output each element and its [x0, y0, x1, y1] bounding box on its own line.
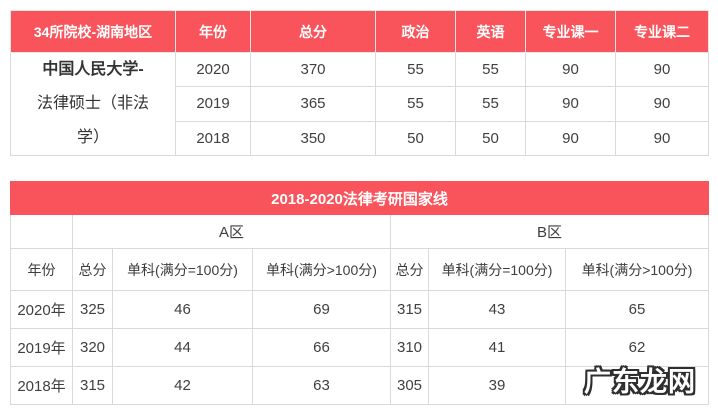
- national-line-table: 2018-2020法律考研国家线 A区 B区 年份 总分 单科(满分=100分)…: [10, 181, 709, 405]
- cell-b-gt: [565, 366, 709, 405]
- cell-year: 2018年: [10, 366, 73, 405]
- national-table-title: 2018-2020法律考研国家线: [10, 181, 709, 215]
- table-row: 中国人民大学- 法律硕士（非法 学） 2020 370 55 55 90 90: [10, 51, 709, 156]
- zone-a-cell: A区: [72, 214, 391, 249]
- cell-a-gt: 63: [252, 366, 391, 405]
- cell-a-eq: 42: [112, 366, 253, 405]
- header-a-total: 总分: [72, 248, 113, 291]
- cell-total: 365: [250, 86, 376, 122]
- cell-english: 50: [455, 120, 526, 157]
- cell-major2: 90: [615, 51, 709, 88]
- cell-b-total: 310: [390, 328, 429, 367]
- table-row: 2018 350 50 50 90 90: [11, 120, 709, 157]
- cell-politics: 50: [375, 120, 456, 157]
- cell-politics: 55: [375, 51, 456, 88]
- site-watermark: 广东龙网: [584, 367, 696, 397]
- header-politics: 政治: [375, 10, 456, 53]
- header-b-single-gt: 单科(满分>100分): [565, 248, 709, 291]
- header-region: 34所院校-湖南地区: [10, 10, 176, 53]
- cell-major2: 90: [615, 86, 709, 122]
- header-b-single-eq: 单科(满分=100分): [428, 248, 566, 291]
- national-table-header-row: 年份 总分 单科(满分=100分) 单科(满分>100分) 总分 单科(满分=1…: [10, 248, 709, 291]
- school-name-cell: 中国人民大学- 法律硕士（非法 学）: [10, 52, 176, 156]
- header-english: 英语: [455, 10, 526, 53]
- school-name-line2: 法律硕士（非法: [36, 95, 149, 112]
- cell-major1: 90: [525, 120, 616, 157]
- school-name-line1: 中国人民大学-: [42, 61, 144, 78]
- table-row: 2020年 325 46 69 315 43 65: [10, 290, 709, 329]
- cell-major2: 90: [615, 120, 709, 157]
- national-table-title-row: 2018-2020法律考研国家线: [10, 181, 709, 215]
- school-table-header-row: 34所院校-湖南地区 年份 总分 政治 英语 专业课一 专业课二: [10, 10, 709, 53]
- cell-b-total: 305: [390, 366, 429, 405]
- cell-year: 2020: [175, 51, 251, 88]
- header-b-total: 总分: [390, 248, 429, 291]
- cell-b-gt: 65: [565, 290, 709, 329]
- cell-b-eq: 39: [428, 366, 566, 405]
- cell-b-eq: 43: [428, 290, 566, 329]
- cell-year: 2019年: [10, 328, 73, 367]
- cell-a-gt: 69: [252, 290, 391, 329]
- header-a-single-eq: 单科(满分=100分): [112, 248, 253, 291]
- cell-year: 2019: [175, 86, 251, 122]
- header-year: 年份: [10, 248, 73, 291]
- cell-a-gt: 66: [252, 328, 391, 367]
- header-year: 年份: [175, 10, 251, 53]
- cell-politics: 55: [375, 86, 456, 122]
- zone-spacer-cell: [10, 214, 73, 249]
- cell-a-total: 320: [72, 328, 113, 367]
- table-row: 2018年 315 42 63 305 39: [10, 366, 709, 405]
- cell-year: 2018: [175, 120, 251, 157]
- table-row: 2019年 320 44 66 310 41 62: [10, 328, 709, 367]
- school-name-line3: 学）: [76, 129, 109, 146]
- cell-year: 2020年: [10, 290, 73, 329]
- cell-a-eq: 46: [112, 290, 253, 329]
- cell-total: 350: [250, 120, 376, 157]
- header-major1: 专业课一: [525, 10, 616, 53]
- zone-b-cell: B区: [390, 214, 709, 249]
- cell-a-total: 315: [72, 366, 113, 405]
- zone-row: A区 B区: [10, 214, 709, 249]
- cell-major1: 90: [525, 86, 616, 122]
- header-a-single-gt: 单科(满分>100分): [252, 248, 391, 291]
- cell-total: 370: [250, 51, 376, 88]
- cell-a-eq: 44: [112, 328, 253, 367]
- cell-english: 55: [455, 86, 526, 122]
- cell-b-total: 315: [390, 290, 429, 329]
- cell-english: 55: [455, 51, 526, 88]
- cell-b-eq: 41: [428, 328, 566, 367]
- table-row: 2019 365 55 55 90 90: [11, 86, 709, 122]
- header-total: 总分: [250, 10, 376, 53]
- cell-major1: 90: [525, 51, 616, 88]
- school-score-table: 34所院校-湖南地区 年份 总分 政治 英语 专业课一 专业课二 中国人民大学-…: [10, 10, 709, 157]
- cell-a-total: 325: [72, 290, 113, 329]
- header-major2: 专业课二: [615, 10, 709, 53]
